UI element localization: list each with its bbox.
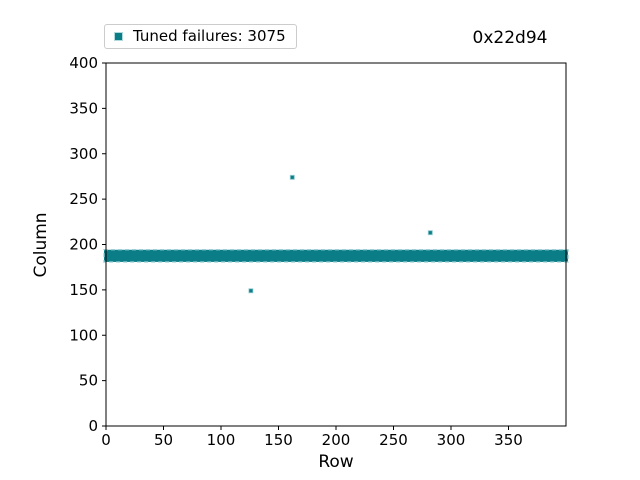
plot-border [105, 62, 567, 427]
y-axis-label: Column [31, 212, 51, 278]
y-tick-label: 100 [69, 326, 98, 344]
chart-title: 0x22d94 [472, 28, 548, 48]
y-tick-label: 400 [69, 54, 98, 72]
legend-label: Tuned failures: 3075 [133, 27, 286, 45]
y-tick-label: 0 [88, 417, 98, 435]
legend: Tuned failures: 3075 [104, 24, 297, 49]
y-tick-label: 250 [69, 190, 98, 208]
x-tick-label: 200 [322, 431, 351, 449]
failure-point [289, 174, 295, 180]
failure-band [103, 248, 569, 263]
y-tick-label: 50 [79, 372, 98, 390]
failure-point [248, 288, 254, 294]
legend-marker-icon [115, 33, 122, 40]
x-tick-label: 100 [207, 431, 236, 449]
x-axis-label: Row [318, 452, 354, 472]
x-tick-label: 300 [437, 431, 466, 449]
x-tick-label: 350 [494, 431, 523, 449]
x-tick-label: 0 [101, 431, 111, 449]
x-tick-label: 150 [264, 431, 293, 449]
y-tick-label: 300 [69, 145, 98, 163]
y-tick-label: 200 [69, 236, 98, 254]
y-tick-label: 150 [69, 281, 98, 299]
y-tick-label: 350 [69, 99, 98, 117]
failure-point [427, 230, 433, 236]
x-tick-label: 50 [154, 431, 173, 449]
x-tick-label: 250 [379, 431, 408, 449]
